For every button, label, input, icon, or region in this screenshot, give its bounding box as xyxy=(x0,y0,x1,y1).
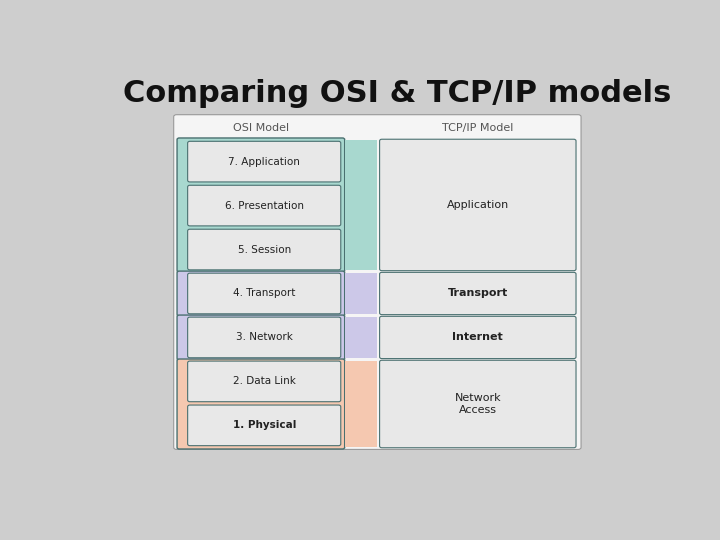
Text: Comparing OSI & TCP/IP models: Comparing OSI & TCP/IP models xyxy=(124,79,672,109)
FancyBboxPatch shape xyxy=(188,141,341,182)
Text: 1. Physical: 1. Physical xyxy=(233,420,296,430)
FancyBboxPatch shape xyxy=(177,315,345,360)
Text: Application: Application xyxy=(446,200,509,210)
FancyBboxPatch shape xyxy=(188,185,341,226)
Text: 7. Application: 7. Application xyxy=(228,157,300,167)
Text: 6. Presentation: 6. Presentation xyxy=(225,200,304,211)
Text: 2. Data Link: 2. Data Link xyxy=(233,376,296,387)
FancyBboxPatch shape xyxy=(379,360,576,448)
Text: 5. Session: 5. Session xyxy=(238,245,291,254)
FancyBboxPatch shape xyxy=(188,229,341,270)
FancyBboxPatch shape xyxy=(177,271,345,316)
FancyBboxPatch shape xyxy=(174,114,581,449)
Text: TCP/IP Model: TCP/IP Model xyxy=(442,123,513,133)
Bar xyxy=(345,317,377,358)
Text: Network
Access: Network Access xyxy=(454,393,501,415)
FancyBboxPatch shape xyxy=(177,359,345,449)
FancyBboxPatch shape xyxy=(188,361,341,402)
FancyBboxPatch shape xyxy=(188,273,341,314)
FancyBboxPatch shape xyxy=(379,272,576,315)
FancyBboxPatch shape xyxy=(177,138,345,272)
Text: 3. Network: 3. Network xyxy=(235,333,292,342)
Text: 4. Transport: 4. Transport xyxy=(233,288,295,299)
Text: OSI Model: OSI Model xyxy=(233,123,289,133)
FancyBboxPatch shape xyxy=(379,139,576,271)
FancyBboxPatch shape xyxy=(188,405,341,446)
Bar xyxy=(345,140,377,270)
Bar xyxy=(345,273,377,314)
Bar xyxy=(345,361,377,447)
FancyBboxPatch shape xyxy=(379,316,576,359)
FancyBboxPatch shape xyxy=(188,317,341,358)
Text: Internet: Internet xyxy=(452,333,503,342)
Text: Transport: Transport xyxy=(448,288,508,299)
